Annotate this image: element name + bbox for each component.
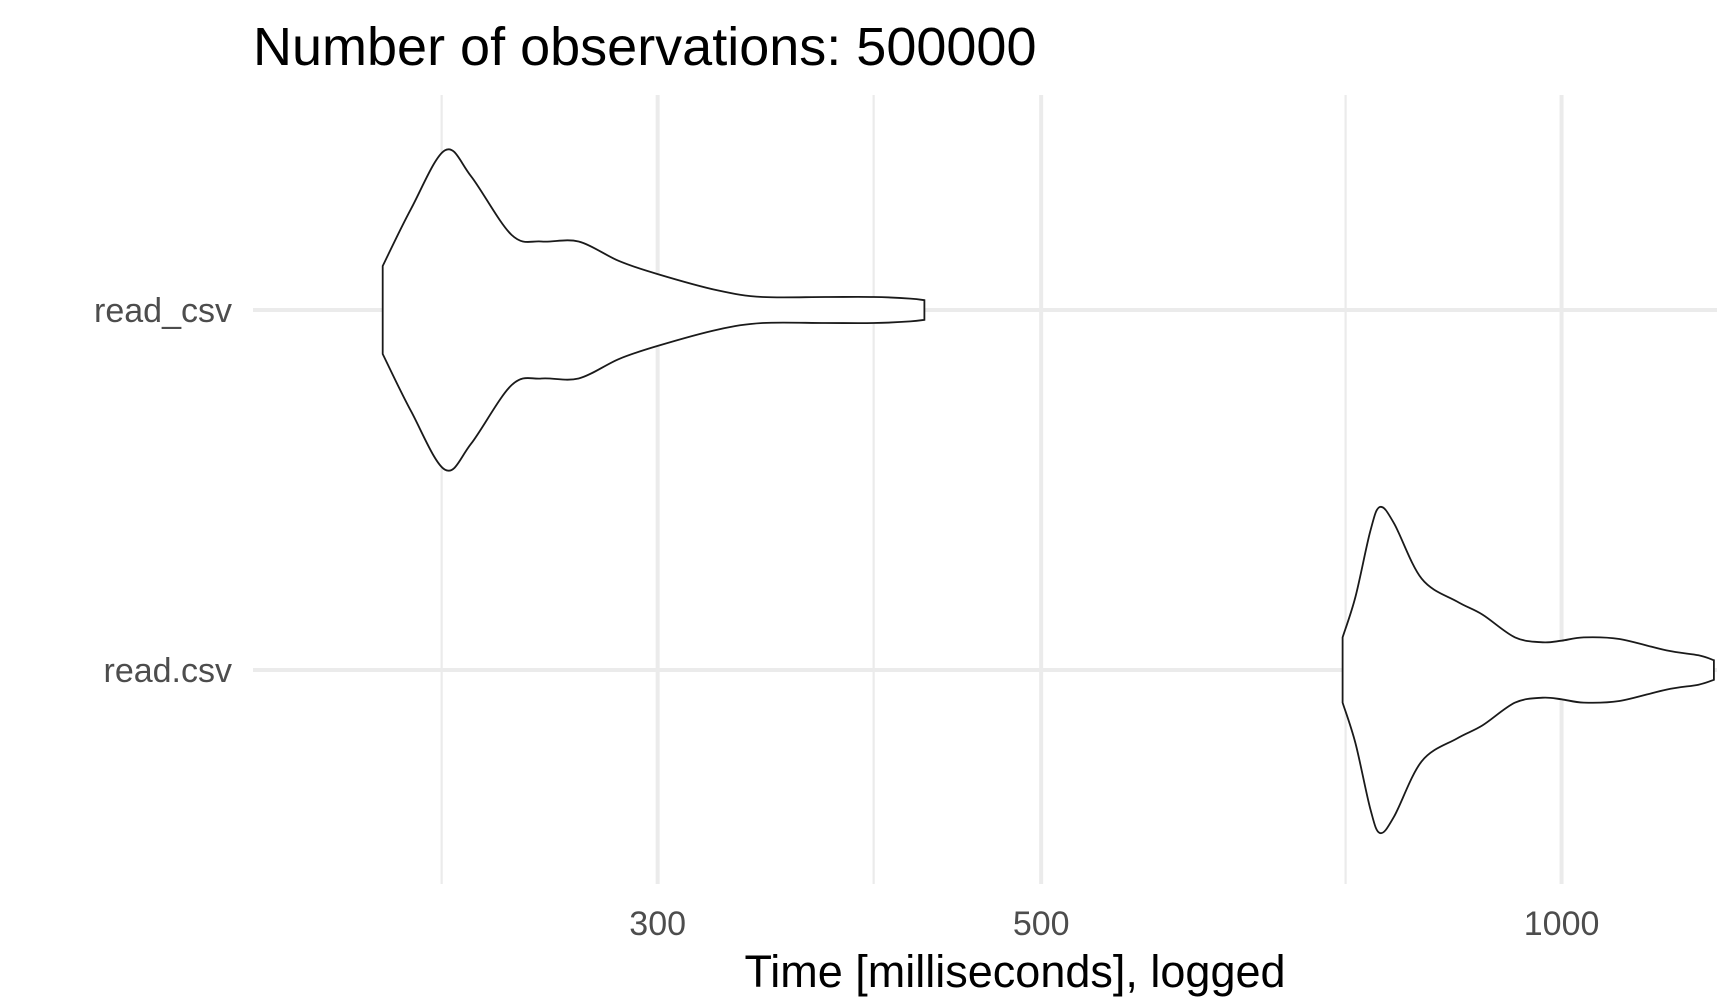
violin-read-csv (381, 148, 926, 472)
y-axis-tick-labels: read_csv read.csv (94, 292, 232, 690)
x-axis-title: Time [milliseconds], logged (744, 946, 1285, 997)
violin-read-csv (1341, 505, 1715, 835)
chart-title: Number of observations: 500000 (253, 17, 1036, 77)
violin-layer (381, 148, 1715, 835)
y-tick-label: read_csv (94, 292, 232, 330)
x-axis-tick-labels: 300 500 1000 (629, 905, 1599, 943)
x-tick-label: 1000 (1524, 905, 1600, 943)
x-tick-label: 300 (629, 905, 686, 943)
y-tick-label: read.csv (104, 652, 233, 690)
x-tick-label: 500 (1013, 905, 1070, 943)
